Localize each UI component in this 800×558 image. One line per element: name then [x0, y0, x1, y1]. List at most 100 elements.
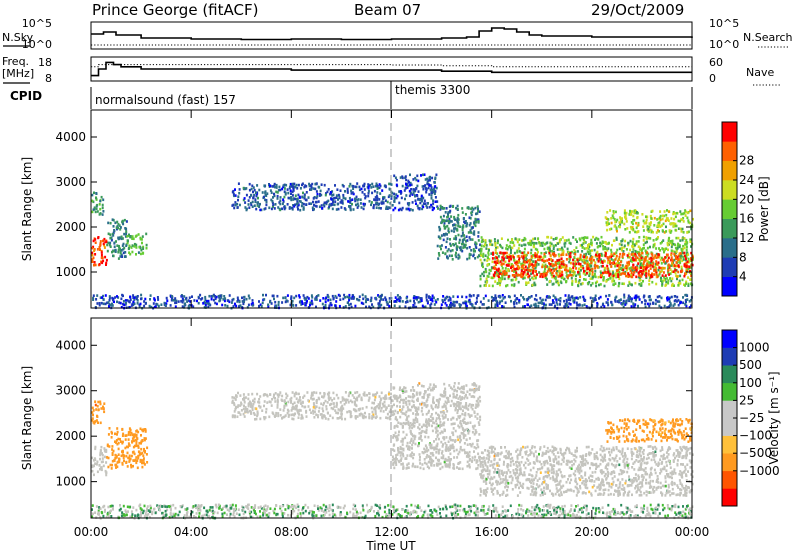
power-panel-cell: [443, 207, 445, 210]
power-panel-cell: [95, 197, 97, 200]
power-panel-cell: [549, 303, 551, 306]
power-panel-cell: [590, 277, 592, 280]
power-panel-cell: [102, 204, 104, 207]
power-panel-cell: [290, 207, 292, 210]
power-panel-cell: [664, 267, 666, 270]
nsearch-label: N.Search: [743, 31, 793, 44]
power-panel-cell: [140, 253, 142, 256]
power-panel-cell: [527, 252, 529, 255]
velocity-panel-cell: [363, 415, 365, 418]
power-panel-cell: [426, 294, 428, 297]
velocity-panel-cell: [313, 416, 315, 419]
power-panel-cell: [419, 202, 421, 205]
power-panel-cell: [149, 298, 151, 301]
power-panel-cell: [126, 235, 128, 238]
power-panel-cell: [449, 210, 451, 213]
power-panel-cell: [592, 268, 594, 271]
power-panel-cell: [636, 227, 638, 230]
power-panel-cell: [650, 260, 652, 263]
power-panel-cell: [655, 247, 657, 250]
power-panel-cell: [662, 274, 664, 277]
velocity-panel-cell: [121, 428, 123, 431]
power-panel-cell: [297, 202, 299, 205]
velocity-panel-cell: [243, 408, 245, 411]
power-panel-cell: [328, 296, 330, 299]
power-panel-cell: [452, 205, 454, 208]
velocity-panel-cell: [419, 428, 421, 431]
velocity-panel-cell: [102, 457, 104, 460]
power-panel-cell: [686, 298, 688, 301]
power-panel-cell: [331, 198, 333, 201]
freq-unit: [MHz]: [2, 67, 34, 80]
power-panel-cell: [656, 231, 658, 234]
nsky-plot: [91, 28, 692, 45]
power-panel-cell: [334, 295, 336, 298]
power-panel-cell: [457, 225, 459, 228]
power-panel-cell: [540, 252, 542, 255]
power-panel-cell: [485, 239, 487, 242]
power-panel-cell: [606, 265, 608, 268]
velocity-panel-cell: [380, 410, 382, 413]
power-panel-cell: [676, 250, 678, 253]
power-panel-cell: [630, 259, 632, 262]
velocity-panel-cell: [129, 444, 131, 447]
power-panel-cell: [616, 226, 618, 229]
power-panel-cell: [649, 258, 651, 261]
power-panel-cell: [348, 299, 350, 302]
power-panel-cell: [530, 252, 532, 255]
power-panel-cell: [304, 302, 306, 305]
velocity-panel-cell: [472, 431, 474, 434]
power-panel-cell: [570, 242, 572, 245]
power-panel-cell: [629, 249, 631, 252]
power-panel-cell: [633, 305, 635, 308]
power-panel-cell: [560, 282, 562, 285]
power-panel-cell: [227, 305, 229, 308]
power-panel-cell: [642, 252, 644, 255]
velocity-panel-cell: [348, 392, 350, 395]
power-panel-cell: [484, 259, 486, 262]
power-panel-cell: [538, 241, 540, 244]
velocity-panel-cell: [123, 457, 125, 460]
velocity-panel-cell: [331, 407, 333, 410]
power-panel-cell: [473, 294, 475, 297]
power-panel-cell: [677, 284, 679, 287]
velocity-panel-cell: [375, 411, 377, 414]
power-panel-cell: [621, 218, 623, 221]
power-panel-cell: [280, 196, 282, 199]
power-panel-cell: [561, 263, 563, 266]
velocity-panel-cell: [466, 451, 468, 454]
velocity-panel-cell: [312, 412, 314, 415]
power-panel-cell: [126, 220, 128, 223]
power-panel-cell: [557, 248, 559, 251]
power-panel-cell: [595, 285, 597, 288]
power-panel-cell: [494, 267, 496, 270]
velocity-panel-cell: [133, 451, 135, 454]
power-panel-cell: [624, 245, 626, 248]
power-panel-cell: [184, 302, 186, 305]
power-panel-cell: [171, 295, 173, 298]
power-panel-cell: [175, 301, 177, 304]
power-panel-cell: [358, 299, 360, 302]
velocity-panel-cell: [234, 408, 236, 411]
power-panel-cell: [442, 219, 444, 222]
power-panel-cell: [605, 252, 607, 255]
velocity-panel-cell: [138, 450, 140, 453]
power-panel-cell: [685, 272, 687, 275]
power-panel-cell: [502, 271, 504, 274]
velocity-panel-cell: [303, 395, 305, 398]
velocity-panel-cell: [376, 415, 378, 418]
power-panel-cell: [480, 301, 482, 304]
power-panel-cell: [415, 199, 417, 202]
power-panel-cell: [474, 257, 476, 260]
power-panel-cell: [679, 282, 681, 285]
power-panel-cell: [116, 301, 118, 304]
power-panel-cell: [95, 298, 97, 301]
power-panel-cell: [432, 209, 434, 212]
power-panel-region-6: [437, 205, 481, 261]
power-panel-cell: [529, 240, 531, 243]
power-panel-cell: [494, 271, 496, 274]
velocity-panel-cell: [412, 386, 414, 389]
velocity-panel-cell: [341, 418, 343, 421]
velocity-panel-cell: [368, 399, 370, 402]
velocity-panel-cell: [277, 401, 279, 404]
